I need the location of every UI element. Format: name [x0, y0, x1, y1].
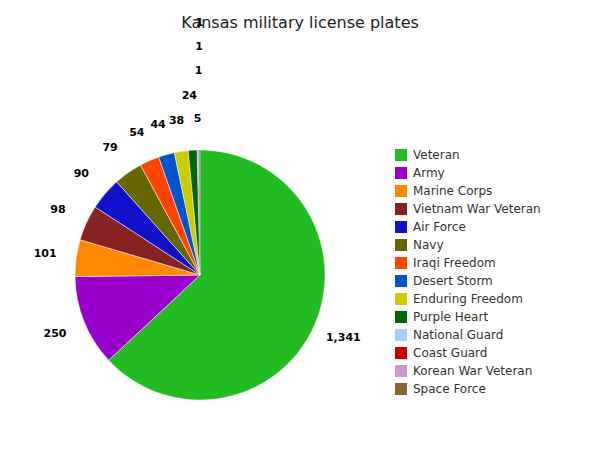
legend-label: Iraqi Freedom — [413, 256, 496, 270]
data-label: 1 — [195, 40, 203, 53]
pie-slice — [174, 151, 200, 275]
legend-label: Air Force — [413, 220, 466, 234]
data-label: 5 — [194, 112, 202, 125]
legend-swatch — [395, 329, 407, 341]
data-label: 101 — [34, 247, 57, 260]
data-label: 1 — [195, 64, 203, 77]
pie-slice — [197, 150, 200, 275]
data-label: 38 — [169, 114, 184, 127]
legend-label: Purple Heart — [413, 310, 488, 324]
pie-slice — [75, 275, 200, 360]
data-label: 24 — [182, 89, 198, 102]
legend-label: Korean War Veteran — [413, 364, 532, 378]
legend-label: Desert Storm — [413, 274, 493, 288]
chart: Kansas military license plates 1,341 250 10… — [0, 0, 600, 463]
legend-swatch — [395, 221, 407, 233]
legend-label: Vietnam War Veteran — [413, 202, 541, 216]
data-label: 79 — [102, 141, 117, 154]
pie-slice — [199, 150, 201, 275]
legend-label: Space Force — [413, 382, 486, 396]
data-label: 54 — [129, 126, 145, 139]
pie-slice — [199, 150, 200, 275]
data-label: 90 — [74, 167, 90, 180]
legend-swatch — [395, 185, 407, 197]
legend-swatch — [395, 203, 407, 215]
pie-slice — [188, 150, 200, 275]
data-label: 250 — [44, 327, 67, 340]
legend-label: Army — [413, 166, 445, 180]
slices — [75, 150, 325, 400]
pie-slice — [199, 150, 200, 275]
legend-label: Coast Guard — [413, 346, 487, 360]
title: Kansas military license plates — [181, 13, 419, 32]
legend-swatch — [395, 347, 407, 359]
legend-swatch — [395, 167, 407, 179]
data-label: 44 — [150, 118, 166, 131]
legend-label: Navy — [413, 238, 444, 252]
legend-swatch — [395, 149, 407, 161]
legend-swatch — [395, 311, 407, 323]
legend-label: Marine Corps — [413, 184, 492, 198]
legend-label: National Guard — [413, 328, 503, 342]
legend-label: Enduring Freedom — [413, 292, 523, 306]
data-label: 98 — [50, 203, 65, 216]
data-label: 1 — [196, 16, 204, 29]
legend-swatch — [395, 239, 407, 251]
legend-swatch — [395, 275, 407, 287]
data-labels: 1,341 250 101 98 90 79 54 4438 24 5 1 1 1 — [34, 16, 361, 344]
data-label: 1,341 — [326, 331, 361, 344]
legend-swatch — [395, 257, 407, 269]
legend-swatch — [395, 365, 407, 377]
legend-swatch — [395, 383, 407, 395]
legend: Veteran Army Marine Corps Vietnam War Veter… — [395, 148, 541, 396]
legend-swatch — [395, 293, 407, 305]
legend-label: Veteran — [413, 148, 460, 162]
